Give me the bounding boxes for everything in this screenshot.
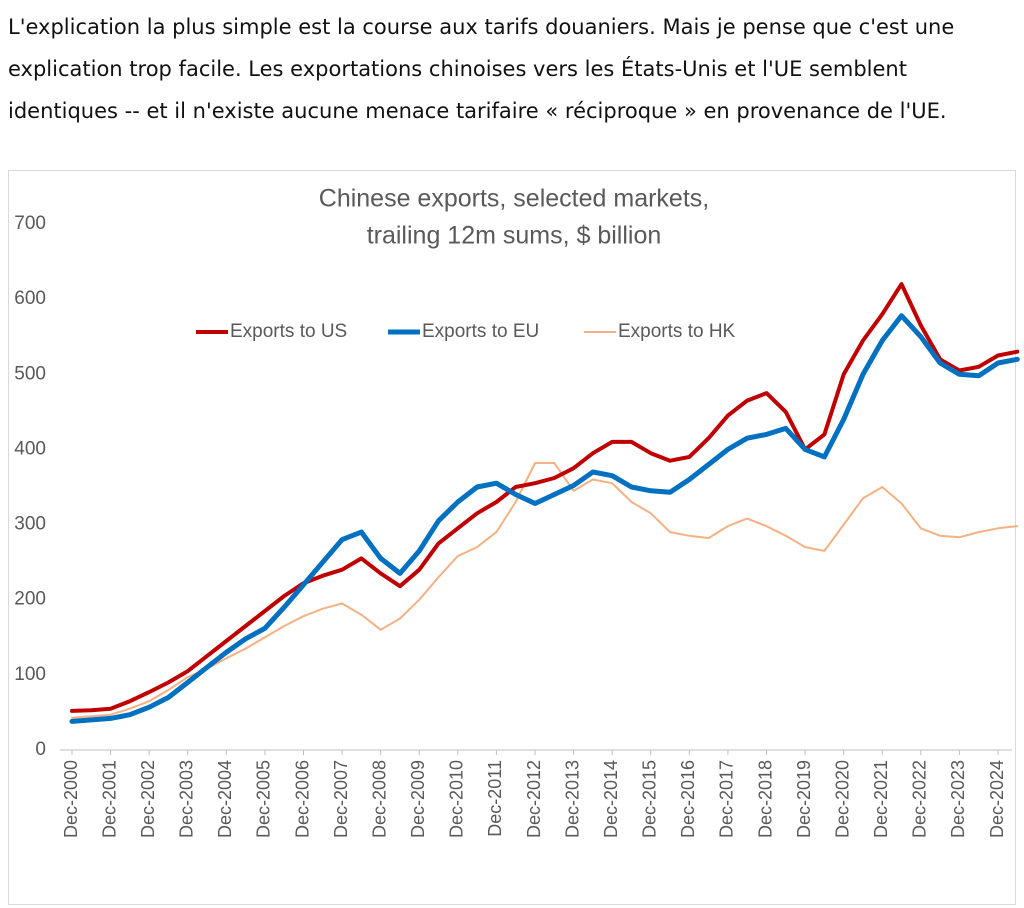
x-tick-label: Dec-2012 — [524, 760, 544, 838]
x-tick-label: Dec-2023 — [948, 760, 968, 838]
y-tick-label: 700 — [14, 213, 46, 234]
x-tick-label: Dec-2002 — [138, 760, 158, 838]
x-tick-label: Dec-2007 — [331, 760, 351, 838]
x-tick-label: Dec-2013 — [562, 760, 582, 838]
y-tick-label: 400 — [14, 438, 46, 459]
y-tick-label: 0 — [35, 739, 46, 760]
x-tick-label: Dec-2006 — [292, 760, 312, 838]
series-line — [69, 313, 1020, 724]
y-tick-label: 500 — [14, 363, 46, 384]
x-tick-label: Dec-2000 — [61, 760, 81, 838]
x-tick-label: Dec-2022 — [910, 760, 930, 838]
x-tick-label: Dec-2017 — [717, 760, 737, 838]
x-tick-label: Dec-2001 — [99, 760, 119, 838]
y-tick-label: 200 — [14, 589, 46, 610]
series-line — [70, 282, 1020, 713]
legend-label: Exports to HK — [618, 321, 736, 342]
text-line: explication trop facile. Les exportation… — [8, 57, 907, 81]
x-tick-label: Dec-2009 — [408, 760, 428, 838]
legend-label: Exports to EU — [422, 321, 539, 342]
legend-label: Exports to US — [230, 321, 347, 342]
x-tick-label: Dec-2024 — [987, 760, 1007, 838]
chart-title: trailing 12m sums, $ billion — [367, 222, 662, 250]
y-tick-label: 600 — [14, 288, 46, 309]
y-tick-label: 100 — [14, 664, 46, 685]
chart-frame — [8, 170, 1016, 905]
x-tick-label: Dec-2016 — [678, 760, 698, 838]
x-tick-label: Dec-2021 — [871, 760, 891, 838]
x-tick-label: Dec-2014 — [601, 760, 621, 838]
x-tick-label: Dec-2018 — [755, 760, 775, 838]
x-tick-label: Dec-2019 — [794, 760, 814, 838]
x-tick-label: Dec-2015 — [640, 760, 660, 838]
text-line: L'explication la plus simple est la cour… — [8, 15, 955, 39]
chart-title: Chinese exports, selected markets, — [319, 185, 709, 213]
x-tick-label: Dec-2011 — [485, 760, 505, 837]
x-tick-label: Dec-2010 — [447, 760, 467, 838]
x-tick-label: Dec-2004 — [215, 760, 235, 838]
x-tick-label: Dec-2003 — [177, 760, 197, 838]
series-line — [71, 462, 1019, 719]
paragraph: L'explication la plus simple est la cour… — [8, 6, 954, 132]
x-tick-label: Dec-2020 — [832, 760, 852, 838]
y-tick-label: 300 — [14, 514, 46, 535]
text-line: identiques -- et il n'existe aucune mena… — [8, 99, 947, 123]
x-tick-label: Dec-2005 — [254, 760, 274, 838]
x-tick-label: Dec-2008 — [369, 760, 389, 838]
